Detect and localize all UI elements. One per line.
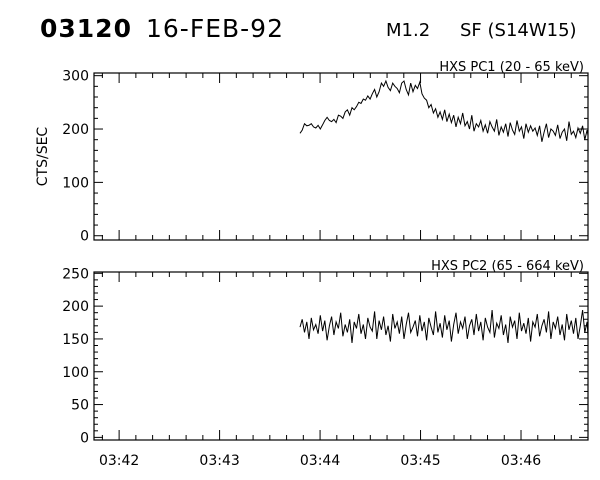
- x-tick-label: 03:43: [199, 453, 239, 469]
- y-tick-label: 250: [62, 266, 89, 282]
- series-line-1: [299, 303, 589, 343]
- y-tick-label: 50: [71, 398, 89, 414]
- y-tick-label: 0: [80, 430, 89, 446]
- plot-frame: [93, 271, 589, 441]
- flare-location: SF (S14W15): [460, 20, 577, 41]
- panel-title: HXS PC1 (20 - 65 keV): [439, 60, 584, 75]
- y-tick-label: 300: [62, 69, 89, 85]
- event-id: 03120: [40, 14, 132, 43]
- y-tick-label: 200: [62, 299, 89, 315]
- series-line-1: [299, 79, 589, 145]
- plot-frame: [93, 72, 589, 241]
- panel-title: HXS PC2 (65 - 664 keV): [431, 259, 584, 274]
- x-tick-label: 03:46: [501, 453, 541, 469]
- chart-panel-2: 0 50 100 150 200 250 03:42 03:43 03:44 03:45 03:46…: [62, 259, 589, 469]
- event-date: 16-FEB-92: [146, 14, 284, 43]
- y-axis-label: CTS/SEC: [35, 127, 51, 187]
- y-tick-label: 100: [62, 365, 89, 381]
- x-tick-label: 03:42: [99, 453, 139, 469]
- y-tick-label: 150: [62, 332, 89, 348]
- y-tick-label: 0: [80, 229, 89, 245]
- goes-class: M1.2: [386, 20, 431, 41]
- y-tick-label: 100: [62, 175, 89, 191]
- x-tick-label: 03:44: [300, 453, 340, 469]
- x-tick-label: 03:45: [400, 453, 440, 469]
- chart-panel-1: 0 100 200 300 HXS PC1 (20 - 65 keV) CTS/SEC: [35, 60, 589, 245]
- y-tick-label: 200: [62, 122, 89, 138]
